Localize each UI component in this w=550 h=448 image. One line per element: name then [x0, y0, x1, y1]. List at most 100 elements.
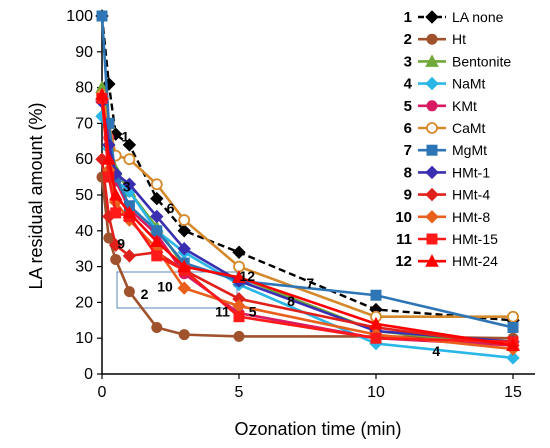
legend-number: 11 [396, 231, 412, 248]
data-point [122, 177, 137, 191]
y-axis-title: LA residual amount (%) [26, 102, 46, 289]
curve-number-label: 3 [123, 178, 131, 194]
x-tick-label: 15 [504, 384, 522, 401]
data-point [369, 316, 383, 330]
data-point [150, 178, 163, 191]
data-point [102, 152, 116, 165]
data-point [178, 329, 190, 341]
curve-number-label: 1 [121, 128, 129, 144]
legend-number: 3 [404, 53, 412, 70]
y-tick-label: 0 [84, 366, 93, 383]
y-tick-label: 90 [75, 44, 93, 61]
data-point [150, 191, 164, 206]
data-point [108, 238, 123, 252]
x-axis-title: Ozonation time (min) [234, 419, 401, 439]
x-tick-label: 10 [367, 384, 385, 401]
data-point [232, 270, 246, 283]
legend-label: HMt-24 [452, 253, 498, 269]
legend-item: 7 MgMt [404, 142, 487, 159]
data-point [151, 225, 163, 237]
data-point [122, 249, 137, 263]
legend-number: 1 [404, 9, 412, 26]
legend-marker [426, 144, 438, 156]
curve-number-label: 11 [215, 304, 230, 320]
data-point [233, 330, 245, 342]
legend-label: NaMt [452, 76, 486, 92]
legend-marker [426, 233, 438, 245]
curve-number-label: 8 [287, 293, 295, 309]
y-tick-label: 10 [75, 330, 93, 347]
legend-number: 7 [404, 142, 412, 159]
legend-label: Bentonite [452, 53, 511, 69]
legend-number: 6 [404, 120, 412, 137]
y-tick-label: 80 [75, 80, 93, 97]
data-point [122, 205, 137, 219]
data-point [123, 286, 135, 298]
x-tick-label: 0 [98, 384, 107, 401]
legend-label: HMt-4 [452, 187, 490, 203]
legend-item: 2 Ht [404, 31, 466, 48]
data-point [506, 351, 520, 365]
data-point [178, 214, 191, 226]
data-point [232, 245, 246, 259]
legend-marker [426, 33, 438, 45]
data-point [177, 281, 191, 295]
data-point [233, 311, 245, 323]
legend-marker [425, 187, 439, 202]
legend-number: 10 [395, 209, 412, 226]
curve-number-label: 9 [117, 236, 125, 252]
x-tick-label: 5 [235, 384, 244, 401]
legend-marker [425, 10, 439, 24]
legend-marker [425, 210, 439, 224]
y-tick-label: 70 [75, 115, 93, 132]
data-point [122, 138, 137, 152]
data-point [177, 224, 191, 238]
legend-number: 8 [404, 164, 412, 181]
data-point [110, 253, 122, 265]
data-point [95, 87, 109, 101]
data-point [103, 171, 115, 183]
legend-number: 9 [404, 187, 412, 204]
legend: 1 LA none 2 Ht 3 Bentonite 4 NaMt 5 KMt 6 CaMt 7 MgMt… [395, 9, 511, 270]
curve-number-label: 2 [141, 286, 149, 302]
data-point [96, 10, 108, 22]
legend-item: 12 HMt-24 [395, 253, 498, 270]
legend-number: 4 [404, 76, 413, 93]
data-point [151, 321, 163, 333]
legend-item: 3 Bentonite [404, 53, 512, 70]
series-hmt-24 [95, 87, 520, 351]
y-tick-label: 20 [75, 294, 93, 311]
legend-label: LA none [452, 9, 504, 25]
x-ticks: 0 5 10 15 [98, 374, 522, 401]
y-tick-label: 30 [75, 259, 93, 276]
legend-label: HMt-1 [452, 164, 490, 180]
data-point [506, 338, 520, 351]
y-tick-label: 50 [75, 187, 93, 204]
legend-item: 6 CaMt [404, 120, 486, 137]
data-point [123, 153, 136, 166]
legend-item: 8 HMt-1 [404, 164, 491, 181]
data-point [110, 207, 122, 219]
legend-item: 10 HMt-8 [395, 209, 490, 226]
legend-marker [425, 76, 439, 91]
series-layer [95, 9, 520, 365]
curve-number-label: 4 [432, 343, 440, 359]
y-tick-label: 60 [75, 151, 93, 168]
legend-label: KMt [452, 98, 477, 114]
curve-number-label: 6 [167, 200, 175, 216]
legend-marker [426, 122, 438, 134]
legend-item: 11 HMt-15 [396, 231, 498, 248]
data-point [108, 187, 123, 201]
y-tick-label: 40 [75, 223, 93, 240]
data-point [151, 250, 163, 262]
legend-label: HMt-8 [452, 209, 490, 225]
legend-item: 5 KMt [404, 98, 477, 115]
curve-number-label: 5 [249, 304, 257, 320]
legend-number: 2 [404, 31, 412, 48]
legend-item: 9 HMt-4 [404, 187, 491, 204]
legend-label: HMt-15 [452, 231, 498, 247]
annotation-box [116, 271, 238, 309]
y-ticks: 0 10 20 30 40 50 60 70 80 90 100 [66, 8, 102, 383]
